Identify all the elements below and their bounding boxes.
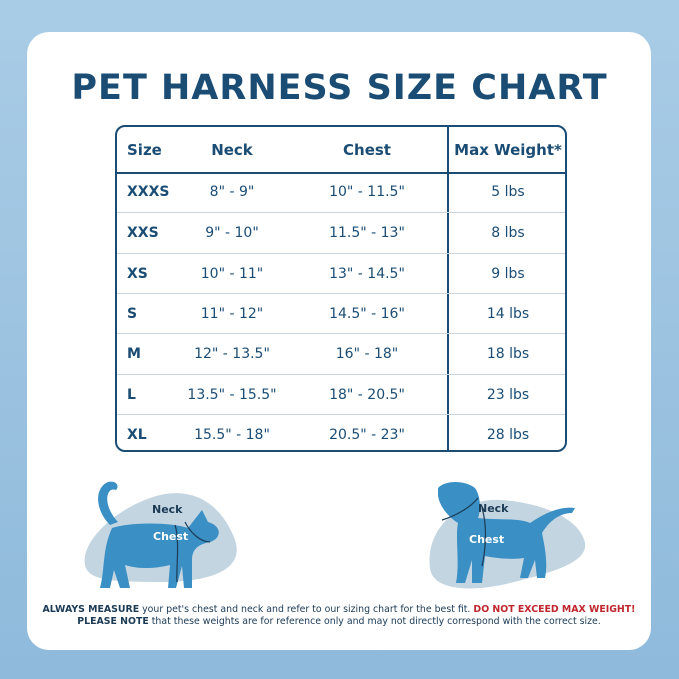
neck-cell: 10" - 11" [200,265,264,282]
header-neck: Neck [211,140,253,159]
size-cell: XXXS [127,184,170,200]
max-weight-warning: DO NOT EXCEED MAX WEIGHT! [473,604,636,615]
max-weight-cell: 9 lbs [491,265,525,282]
max-weight-cell: 23 lbs [486,386,530,403]
size-cell: XXS [127,225,159,242]
column-divider [447,127,449,450]
note-text-2: that these weights are for reference onl… [148,616,601,627]
dog-silhouette-icon [438,482,575,583]
header-size: Size [127,140,162,159]
table-row: XXS 9" - 10" 11.5" - 13" 8 lbs [117,212,565,253]
size-cell: XS [127,265,148,282]
note-text-1: your pet's chest and neck and refer to o… [139,604,474,615]
size-cell: L [127,386,136,403]
table-row: S 11" - 12" 14.5" - 16" 14 lbs [117,292,565,334]
note-line-2: PLEASE NOTE that these weights are for r… [27,616,651,628]
size-cell: S [127,305,138,322]
max-weight-cell: 5 lbs [491,184,525,200]
table-row: L 13.5" - 15.5" 18" - 20.5" 23 lbs [117,373,565,415]
max-weight-cell: 14 lbs [486,305,530,322]
cat-chest-label: Chest [153,530,189,543]
dog-illustration [429,482,586,589]
cat-illustration [84,481,237,588]
neck-cell: 8" - 9" [209,184,255,200]
note-line-1: ALWAYS MEASURE your pet's chest and neck… [27,604,651,616]
neck-cell: 12" - 13.5" [194,346,270,363]
max-weight-cell: 8 lbs [491,225,525,242]
measurement-note: ALWAYS MEASURE your pet's chest and neck… [27,604,651,628]
neck-cell: 15.5" - 18" [194,426,270,443]
cat-neck-label: Neck [152,503,183,516]
always-measure-label: ALWAYS MEASURE [42,604,140,615]
max-weight-cell: 28 lbs [486,426,530,443]
table-row: XL 15.5" - 18" 20.5" - 23" 28 lbs [117,413,565,450]
dog-chest-label: Chest [469,533,505,546]
table-row: XS 10" - 11" 13" - 14.5" 9 lbs [117,252,565,294]
table-row: M 12" - 13.5" 16" - 18" 18 lbs [117,333,565,374]
chest-cell: 18" - 20.5" [329,386,405,403]
header-max-weight: Max Weight* [454,140,562,159]
please-note-label: PLEASE NOTE [77,616,149,627]
neck-cell: 9" - 10" [205,225,259,242]
neck-cell: 13.5" - 15.5" [187,386,277,403]
table-row: XXXS 8" - 9" 10" - 11.5" 5 lbs [117,172,565,212]
page-title: PET HARNESS SIZE CHART [71,68,608,108]
chest-cell: 20.5" - 23" [329,426,405,443]
max-weight-cell: 18 lbs [486,346,530,363]
dog-neck-label: Neck [478,502,509,515]
size-table: Size Neck Chest Max Weight* XXXS 8" - 9" 1… [115,125,567,452]
neck-cell: 11" - 12" [200,305,264,322]
size-cell: XL [127,426,147,443]
chest-cell: 10" - 11.5" [329,184,405,200]
chest-cell: 11.5" - 13" [329,225,405,242]
chest-cell: 14.5" - 16" [329,305,405,322]
table-header: Size Neck Chest Max Weight* [117,127,565,174]
chest-cell: 16" - 18" [335,346,399,363]
header-chest: Chest [343,140,391,159]
size-cell: M [127,346,141,363]
chest-cell: 13" - 14.5" [329,265,405,282]
